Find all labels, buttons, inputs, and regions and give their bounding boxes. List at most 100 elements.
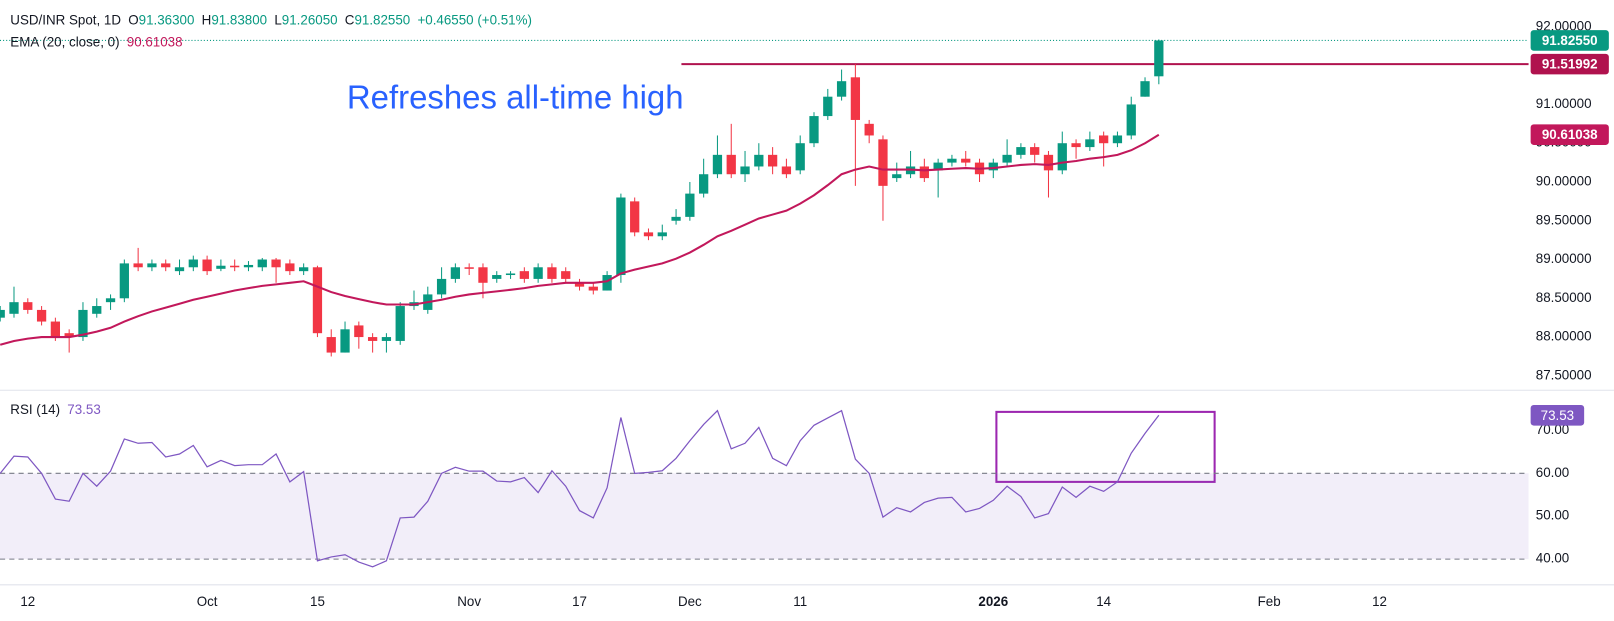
- ema-value: 90.61038: [127, 34, 183, 49]
- y-tick-label: 89.00000: [1536, 251, 1592, 266]
- candle-body: [671, 216, 681, 221]
- candle-body: [381, 337, 392, 341]
- candle-body: [243, 264, 254, 268]
- x-tick-label: 2026: [978, 594, 1008, 609]
- ema-name: EMA (20, close, 0): [10, 34, 119, 49]
- candle-body: [105, 298, 116, 303]
- candle-body: [161, 263, 171, 268]
- candle-body: [892, 174, 902, 179]
- x-tick-label: Nov: [457, 594, 481, 609]
- candle-body: [616, 197, 626, 276]
- candle-body: [147, 263, 157, 268]
- y-tick-label: 88.50000: [1536, 290, 1592, 305]
- y-tick-label: 92.00000: [1536, 18, 1592, 33]
- highlight-box: [995, 410, 1216, 483]
- candle-body: [795, 143, 805, 171]
- y-tick-label: 87.50000: [1536, 367, 1592, 382]
- candle-body: [1030, 147, 1040, 155]
- candle-body: [0, 309, 5, 318]
- y-tick-label: 90.00000: [1536, 174, 1592, 189]
- candle-body: [836, 81, 847, 97]
- level-label: 91.51992: [1542, 57, 1598, 72]
- x-tick-label: 17: [572, 594, 587, 609]
- candle-body: [699, 174, 709, 194]
- ema-value-label: 90.61038: [1542, 127, 1598, 142]
- candle-body: [712, 154, 723, 175]
- candle-body: [574, 282, 585, 287]
- candle-body: [1016, 147, 1026, 155]
- candle-body: [988, 162, 998, 171]
- candle-body: [64, 333, 74, 338]
- candle-body: [174, 267, 185, 272]
- candle-body: [878, 139, 888, 186]
- candle-body: [602, 275, 612, 291]
- candle-body: [657, 232, 667, 237]
- ohlc-label: O: [128, 12, 138, 27]
- candle-body: [864, 123, 874, 136]
- candle-body: [1099, 135, 1109, 144]
- x-tick-label: 14: [1096, 594, 1111, 609]
- ohlc-value: 91.82550: [354, 12, 410, 27]
- candle-body: [643, 232, 654, 237]
- candle-body: [1002, 154, 1012, 163]
- candle-body: [519, 271, 529, 279]
- candle-body: [188, 259, 198, 268]
- candle-body: [216, 265, 226, 269]
- chart-title: USD/INR Spot, 1D: [10, 12, 121, 27]
- y-tick-label: 50.00: [1536, 508, 1569, 523]
- candle-body: [961, 158, 971, 163]
- candle-body: [133, 263, 143, 268]
- candle-body: [299, 267, 309, 272]
- candle-body: [754, 154, 764, 167]
- candle-body: [933, 162, 943, 171]
- ohlc-label: C: [345, 12, 355, 27]
- candle-body: [685, 193, 695, 217]
- candle-body: [436, 278, 447, 295]
- rsi-name: RSI (14): [10, 401, 60, 416]
- candle-body: [271, 259, 281, 268]
- ohlc-value: 91.36300: [139, 12, 195, 27]
- candle-body: [850, 77, 861, 120]
- candle-body: [533, 267, 543, 279]
- candle-body: [740, 166, 750, 175]
- y-tick-label: 60.00: [1536, 465, 1569, 480]
- ohlc-label: H: [202, 12, 212, 27]
- y-tick-label: 40.00: [1536, 551, 1569, 566]
- candle-body: [478, 267, 488, 283]
- candle-body: [354, 325, 364, 338]
- candle-body: [230, 265, 240, 268]
- candle-body: [312, 267, 323, 334]
- candle-body: [1126, 104, 1136, 136]
- candle-body: [464, 267, 474, 269]
- candle-body: [395, 306, 405, 341]
- x-tick-label: Dec: [678, 594, 702, 609]
- y-tick-label: 88.00000: [1536, 329, 1592, 344]
- ema-line: [0, 133, 1160, 346]
- candle-body: [257, 259, 267, 268]
- candle-body: [1071, 143, 1081, 148]
- candle-body: [202, 259, 212, 272]
- ohlc-value: 91.26050: [282, 12, 338, 27]
- rsi-value-box: [1530, 404, 1585, 426]
- level-label-box: [1530, 53, 1609, 75]
- candle-body: [505, 273, 516, 276]
- candle-body: [340, 329, 350, 353]
- candle-body: [767, 154, 778, 167]
- last-price-label-box: [1530, 30, 1609, 51]
- x-tick-label: Feb: [1258, 594, 1281, 609]
- candle-body: [588, 286, 598, 291]
- last-price-label: 91.82550: [1542, 33, 1598, 48]
- rsi-value-label: 73.53: [1541, 408, 1574, 423]
- candle-body: [492, 275, 502, 279]
- candle-body: [809, 116, 819, 144]
- candle-body: [36, 309, 47, 322]
- x-tick-label: Oct: [197, 594, 218, 609]
- candle-body: [23, 302, 33, 310]
- rsi-value: 73.53: [67, 401, 100, 416]
- candle-body: [781, 166, 792, 175]
- annotation: Refreshes all-time high: [347, 79, 684, 116]
- ohlc-label: L: [274, 12, 281, 27]
